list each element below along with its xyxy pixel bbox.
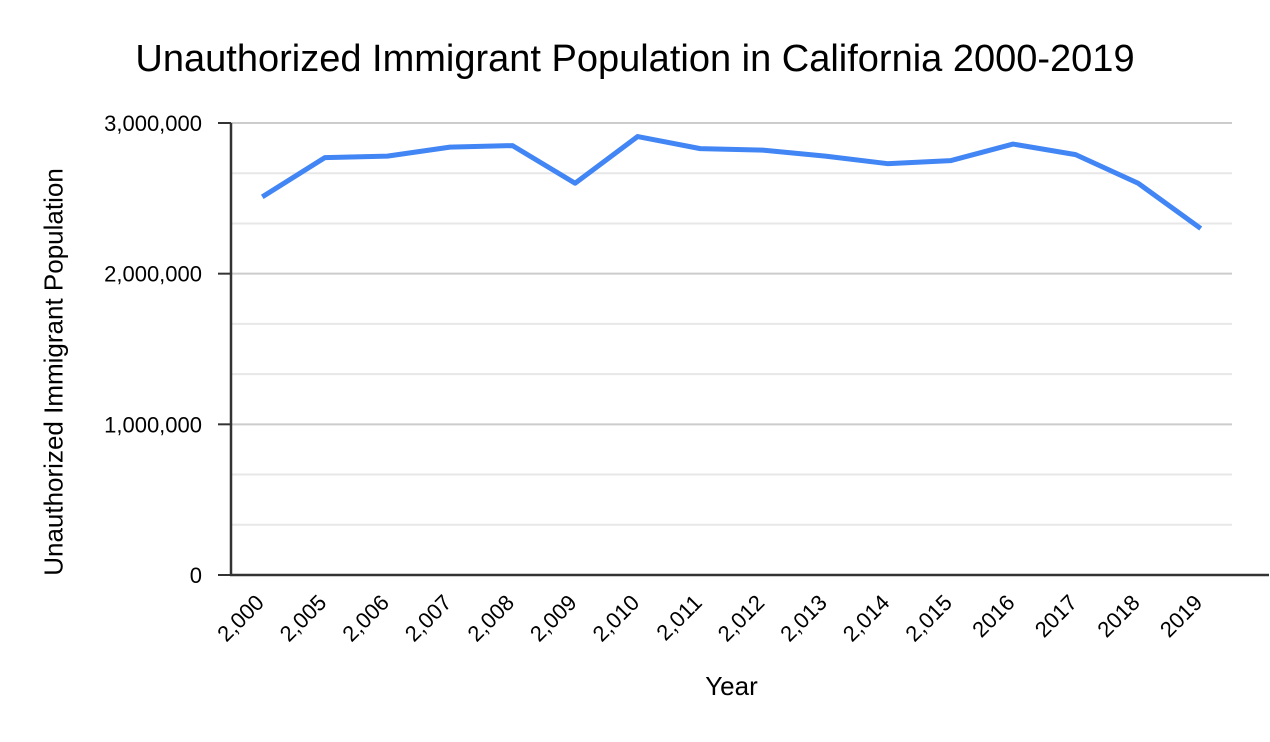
- x-tick-label: 2,000: [212, 590, 269, 647]
- x-tick-label: 2,010: [588, 590, 645, 647]
- x-tick-label: 2,015: [900, 590, 957, 647]
- x-axis-title: Year: [705, 671, 758, 701]
- x-tick-label: 2,006: [337, 590, 394, 647]
- y-tick-label: 0: [190, 563, 202, 588]
- x-tick-label: 2,005: [275, 590, 332, 647]
- x-tick-label: 2,007: [400, 590, 457, 647]
- y-tick-label: 2,000,000: [104, 262, 202, 287]
- y-tick-label: 3,000,000: [104, 111, 202, 136]
- x-tick-label: 2,008: [462, 590, 519, 647]
- series-line: [260, 134, 1203, 231]
- x-tick-label: 2,014: [838, 590, 895, 647]
- y-tick-label: 1,000,000: [104, 412, 202, 437]
- x-tick-label: 2,011: [651, 590, 706, 645]
- x-tick-label: 2,013: [775, 590, 832, 647]
- x-tick-label: 2017: [1030, 590, 1082, 642]
- x-tick-label: 2018: [1092, 590, 1144, 642]
- chart-title: Unauthorized Immigrant Population in Cal…: [135, 38, 1135, 80]
- x-tick-label: 2019: [1155, 590, 1207, 642]
- x-tick-label: 2,009: [525, 590, 582, 647]
- x-tick-label: 2,012: [713, 590, 770, 647]
- x-tick-label: 2016: [967, 590, 1019, 642]
